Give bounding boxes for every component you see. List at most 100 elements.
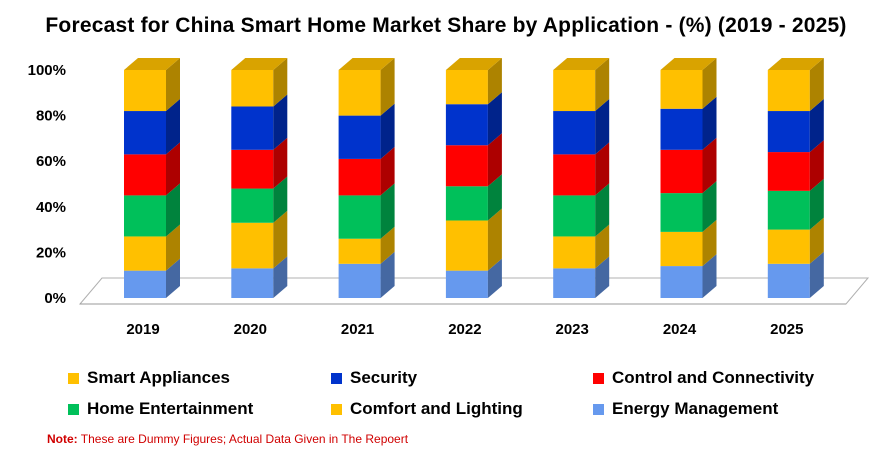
bar-side — [273, 94, 288, 150]
legend-swatch — [68, 403, 79, 415]
bar-top — [660, 58, 717, 70]
legend-item: Control and Connectivity — [593, 368, 814, 388]
x-tick-label: 2023 — [556, 321, 589, 338]
bar-side — [702, 181, 717, 232]
bar-side — [702, 96, 717, 150]
bar-segment — [124, 111, 166, 155]
bar-side — [380, 146, 395, 196]
legend-swatch — [593, 403, 604, 415]
bar-side — [595, 58, 610, 112]
bar-segment — [445, 104, 488, 146]
bar-segment — [445, 145, 488, 187]
x-tick-label: 2020 — [234, 321, 267, 338]
chart-title: Forecast for China Smart Home Market Sha… — [45, 14, 847, 37]
bar-side — [595, 142, 610, 196]
bar-side — [166, 99, 180, 155]
bar-segment — [553, 70, 596, 112]
bar-side — [380, 58, 395, 116]
bar-segment — [767, 229, 810, 264]
bar-side — [702, 254, 717, 298]
x-tick-label: 2025 — [770, 321, 803, 338]
bar-side — [809, 58, 824, 112]
legend-label: Control and Connectivity — [612, 368, 815, 387]
bar-side — [273, 256, 288, 298]
bar-side — [487, 92, 502, 146]
bar-segment — [338, 263, 381, 298]
legend-item: Smart Appliances — [68, 368, 230, 388]
x-tick-label: 2019 — [126, 321, 159, 338]
bar-segment — [338, 238, 381, 264]
bar-side — [595, 256, 610, 298]
x-tick-label: 2022 — [448, 321, 481, 338]
bar-side — [380, 251, 395, 298]
bar-side — [809, 217, 824, 264]
bar-segment — [231, 70, 274, 107]
bar-segment — [231, 149, 274, 189]
bar-segment — [231, 268, 274, 298]
bar-top — [124, 58, 180, 70]
bar-segment — [445, 270, 488, 298]
bar-side — [166, 142, 180, 196]
bar-top — [445, 58, 502, 70]
bar-segment — [124, 236, 166, 271]
bar-segment — [767, 152, 810, 191]
bar-segment — [338, 158, 381, 196]
bar-side — [702, 137, 717, 194]
bar-side — [595, 99, 610, 155]
legend-label: Smart Appliances — [87, 368, 230, 387]
bar-segment — [231, 222, 274, 269]
bar-segment — [338, 70, 381, 116]
bar-top — [338, 58, 395, 70]
bar-side — [166, 58, 180, 112]
bar-segment — [767, 263, 810, 298]
bar-side — [166, 224, 180, 271]
bar-segment — [553, 195, 596, 237]
bar-segment — [124, 195, 166, 237]
legend-swatch — [331, 372, 342, 384]
legend-item: Security — [331, 368, 417, 388]
bar-side — [595, 224, 610, 269]
legend-label: Security — [350, 368, 418, 387]
legend-swatch — [331, 403, 342, 415]
bar-segment — [660, 193, 703, 232]
bar-segment — [124, 70, 166, 112]
legend-label: Home Entertainment — [87, 399, 254, 418]
bar-segment — [660, 149, 703, 194]
legend-label: Comfort and Lighting — [350, 399, 523, 418]
x-tick-label: 2024 — [663, 321, 697, 338]
bar-segment — [553, 111, 596, 155]
bar-side — [595, 183, 610, 237]
bar-segment — [445, 186, 488, 221]
bar-segment — [660, 108, 703, 150]
y-tick-label: 20% — [36, 244, 66, 261]
y-tick-label: 60% — [36, 153, 66, 170]
y-tick-label: 40% — [36, 199, 66, 216]
bar-segment — [660, 231, 703, 267]
legend-label: Energy Management — [612, 399, 779, 418]
bar-segment — [445, 220, 488, 271]
bar-segment — [660, 70, 703, 109]
bar-segment — [660, 266, 703, 298]
x-tick-label: 2021 — [341, 321, 374, 338]
legend-item: Comfort and Lighting — [331, 399, 523, 419]
bar-side — [809, 178, 824, 230]
note-text: These are Dummy Figures; Actual Data Giv… — [77, 432, 409, 446]
bar-side — [809, 99, 824, 153]
bar-segment — [445, 70, 488, 105]
bar-side — [702, 219, 717, 267]
bar-side — [166, 183, 180, 237]
bar-side — [487, 58, 502, 105]
bar-side — [487, 174, 502, 221]
bar-segment — [553, 236, 596, 269]
y-tick-label: 100% — [28, 62, 66, 79]
bar-side — [487, 133, 502, 187]
legend-item: Energy Management — [593, 399, 778, 419]
bar-side — [273, 210, 288, 269]
bar-segment — [553, 154, 596, 196]
bar-top — [553, 58, 610, 70]
bar-segment — [338, 195, 381, 239]
bar-side — [702, 58, 717, 109]
y-tick-label: 80% — [36, 108, 66, 125]
bar-segment — [231, 106, 274, 150]
